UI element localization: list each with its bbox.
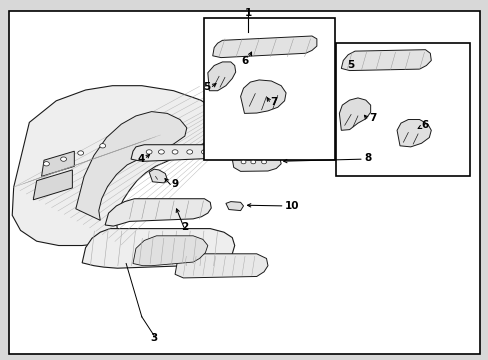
- Text: 8: 8: [364, 153, 370, 163]
- Text: 9: 9: [171, 179, 178, 189]
- Circle shape: [43, 162, 49, 166]
- Polygon shape: [12, 86, 224, 246]
- Text: 5: 5: [203, 82, 209, 92]
- Polygon shape: [240, 80, 285, 113]
- Bar: [336, 43, 469, 176]
- Circle shape: [100, 144, 105, 148]
- Circle shape: [146, 150, 152, 154]
- Polygon shape: [175, 254, 267, 278]
- Polygon shape: [41, 151, 74, 176]
- Text: 10: 10: [285, 201, 299, 211]
- Circle shape: [186, 150, 192, 154]
- Circle shape: [250, 160, 255, 164]
- Text: 6: 6: [242, 56, 248, 66]
- Text: 3: 3: [150, 333, 157, 343]
- Text: 2: 2: [181, 222, 188, 232]
- Polygon shape: [232, 154, 281, 171]
- Circle shape: [201, 150, 207, 154]
- Polygon shape: [339, 98, 370, 130]
- Text: 4: 4: [137, 154, 144, 164]
- Polygon shape: [149, 169, 167, 183]
- Polygon shape: [105, 199, 211, 226]
- Polygon shape: [33, 170, 72, 200]
- Polygon shape: [212, 36, 316, 58]
- Polygon shape: [225, 202, 243, 211]
- Polygon shape: [396, 120, 430, 147]
- Text: 5: 5: [347, 60, 354, 70]
- Text: 7: 7: [368, 113, 376, 123]
- Polygon shape: [207, 62, 235, 91]
- Text: 7: 7: [269, 96, 277, 107]
- Circle shape: [158, 150, 164, 154]
- Polygon shape: [131, 145, 232, 161]
- Text: 1: 1: [244, 8, 251, 18]
- Polygon shape: [76, 112, 186, 220]
- Text: 6: 6: [421, 120, 428, 130]
- Polygon shape: [133, 236, 207, 266]
- Circle shape: [241, 160, 245, 164]
- Circle shape: [172, 150, 178, 154]
- Polygon shape: [341, 50, 430, 71]
- Polygon shape: [82, 229, 234, 268]
- Circle shape: [216, 150, 222, 154]
- Circle shape: [261, 160, 266, 164]
- Circle shape: [61, 157, 66, 161]
- Bar: [204, 18, 334, 160]
- Circle shape: [78, 151, 83, 155]
